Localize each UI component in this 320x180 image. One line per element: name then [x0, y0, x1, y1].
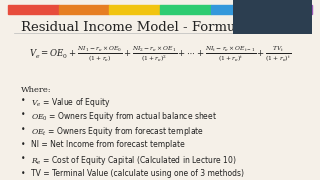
Text: •: • [20, 169, 25, 178]
FancyBboxPatch shape [233, 0, 312, 33]
Text: NI = Net Income from forecast template: NI = Net Income from forecast template [31, 140, 185, 149]
Text: Where:: Where: [20, 86, 51, 94]
Text: $OE_0$ = Owners Equity from actual balance sheet: $OE_0$ = Owners Equity from actual balan… [31, 111, 217, 123]
Text: TV = Terminal Value (calculate using one of 3 methods): TV = Terminal Value (calculate using one… [31, 169, 244, 178]
Text: $V_e$ = Value of Equity: $V_e$ = Value of Equity [31, 96, 111, 109]
FancyBboxPatch shape [211, 5, 261, 14]
FancyBboxPatch shape [59, 5, 109, 14]
Text: Residual Income Model - Formula: Residual Income Model - Formula [20, 21, 247, 34]
Text: $R_e$ = Cost of Equity Capital (Calculated in Lecture 10): $R_e$ = Cost of Equity Capital (Calculat… [31, 154, 237, 167]
Text: •: • [20, 125, 25, 134]
Text: $OE_t$ = Owners Equity from forecast template: $OE_t$ = Owners Equity from forecast tem… [31, 125, 204, 138]
Text: •: • [20, 140, 25, 149]
FancyBboxPatch shape [8, 5, 59, 14]
Text: $V_e = OE_0 + \frac{NI_1 - r_e \times OE_0}{(1+r_e)} + \frac{NI_2 - r_e \times O: $V_e = OE_0 + \frac{NI_1 - r_e \times OE… [29, 44, 291, 64]
Text: •: • [20, 154, 25, 163]
FancyBboxPatch shape [109, 5, 160, 14]
FancyBboxPatch shape [261, 5, 312, 14]
FancyBboxPatch shape [160, 5, 211, 14]
Text: •: • [20, 111, 25, 120]
Text: •: • [20, 96, 25, 105]
